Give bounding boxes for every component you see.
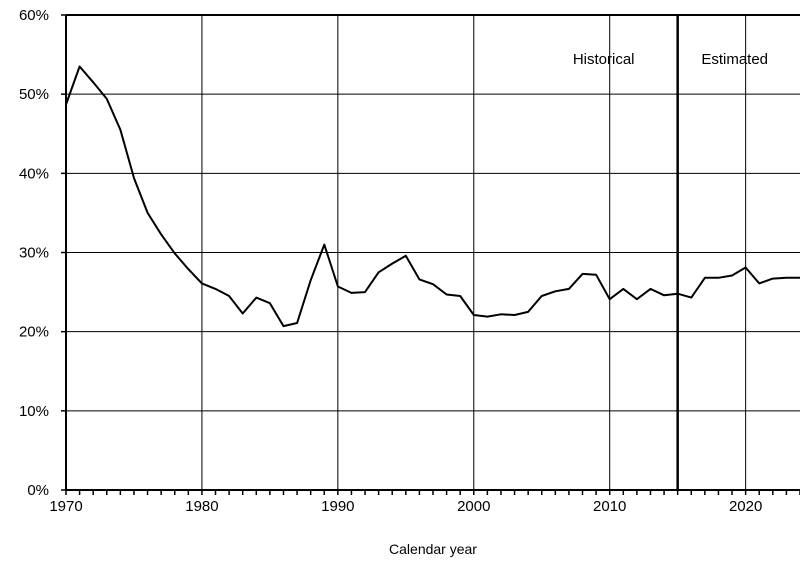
tick-labels: 0% 10% 20% 30% 40% 50% 60% 1970 1980 1990 2000 2010… — [19, 7, 762, 515]
annotation-estimated: Estimated — [701, 51, 768, 68]
x-tick-label: 2000 — [457, 498, 490, 515]
y-tick-label: 10% — [19, 403, 49, 420]
y-tick-label: 30% — [19, 245, 49, 262]
y-tick-label: 60% — [19, 7, 49, 24]
series-line — [65, 65, 800, 328]
tick-marks — [61, 14, 800, 495]
series-group — [65, 65, 800, 328]
y-tick-label: 50% — [19, 86, 49, 103]
x-tick-label: 1990 — [321, 498, 354, 515]
y-tick-label: 0% — [27, 482, 49, 499]
annotations: Historical Estimated — [573, 15, 768, 490]
y-tick-label: 40% — [19, 165, 49, 182]
x-tick-label: 2020 — [729, 498, 762, 515]
y-tick-label: 20% — [19, 324, 49, 341]
grid-lines — [66, 14, 800, 490]
annotation-historical: Historical — [573, 51, 635, 68]
x-tick-label: 1970 — [49, 498, 82, 515]
x-tick-label: 2010 — [593, 498, 626, 515]
x-axis-label: Calendar year — [389, 541, 477, 557]
x-tick-label: 1980 — [185, 498, 218, 515]
